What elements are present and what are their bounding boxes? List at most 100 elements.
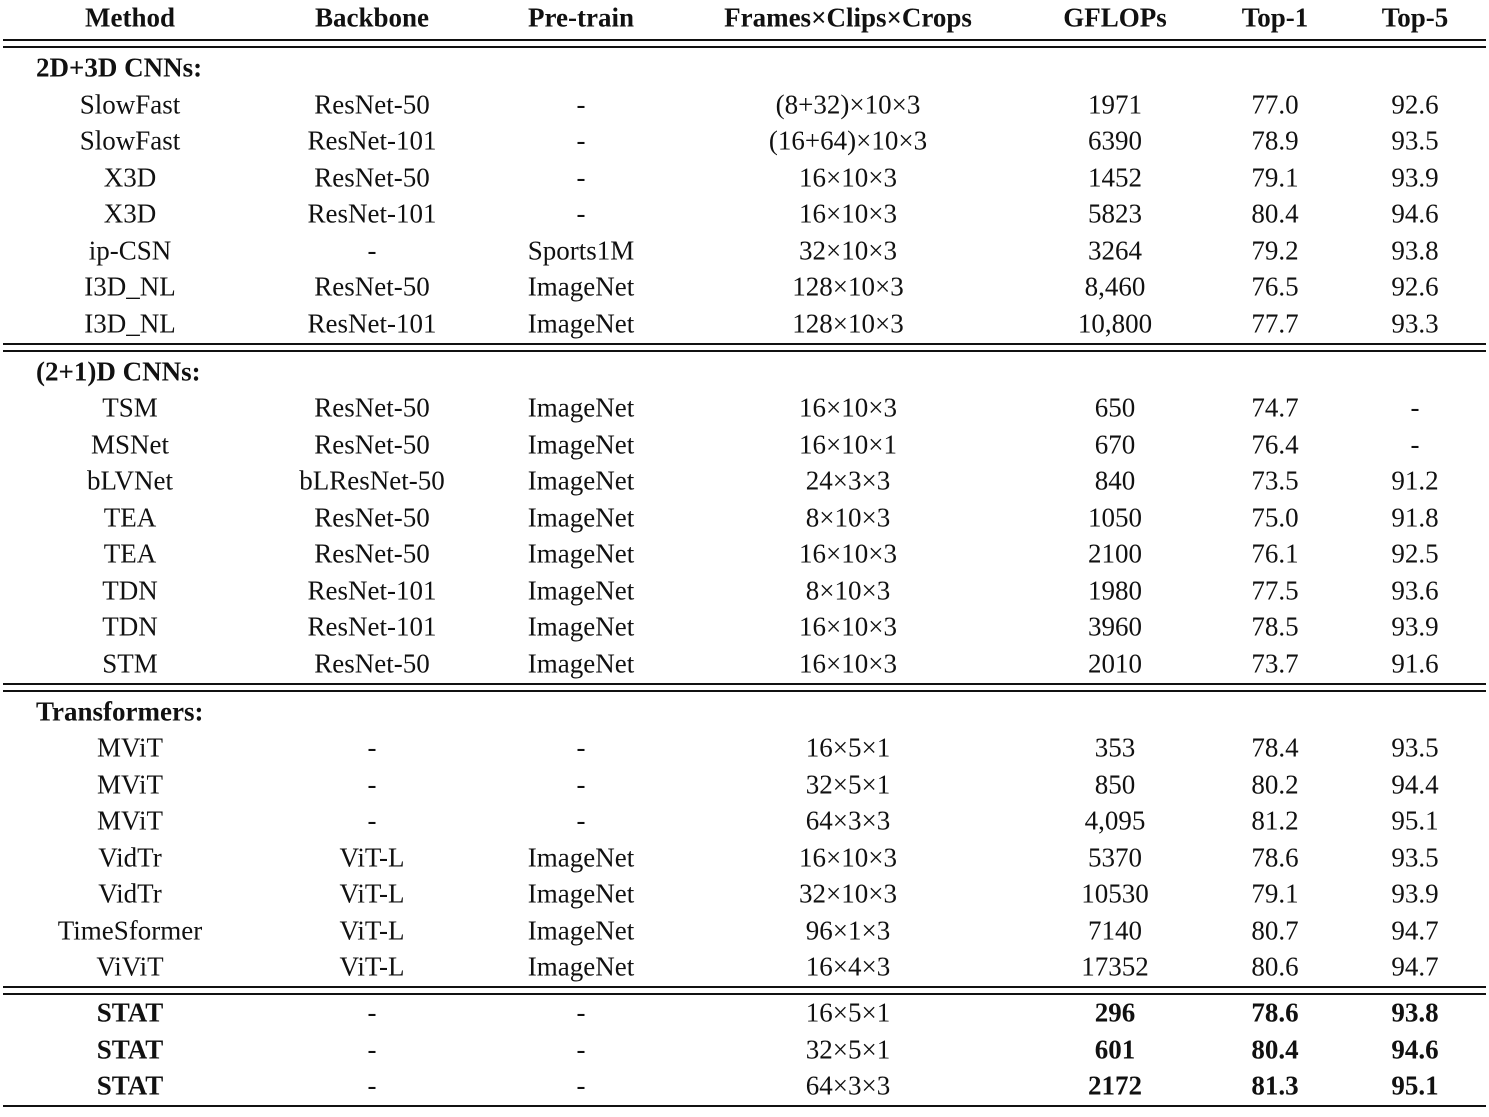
section-title: Transformers: [36, 696, 204, 726]
cell: TDN [102, 575, 158, 605]
cell: 91.8 [1391, 502, 1439, 532]
cell: 16×10×3 [799, 648, 897, 678]
cell: - [576, 162, 586, 192]
cell: - [576, 89, 586, 119]
cell: 3960 [1088, 611, 1142, 642]
cell: ImageNet [527, 842, 635, 872]
cell: 296 [1094, 997, 1136, 1028]
cell: 2172 [1088, 1070, 1142, 1101]
cell: ResNet-50 [314, 162, 430, 192]
cell: 4,095 [1084, 805, 1146, 836]
cell: - [576, 198, 586, 229]
cell: ImageNet [527, 538, 635, 569]
cell: - [576, 805, 586, 836]
cell: 128×10×3 [792, 271, 904, 302]
cell: 650 [1094, 392, 1136, 423]
cell: - [576, 125, 586, 156]
cell: 64×3×3 [805, 805, 891, 836]
cell: 16×5×1 [805, 732, 891, 763]
cell: 76.1 [1251, 538, 1299, 569]
cell: ViT-L [339, 951, 405, 982]
cell: TDN [102, 611, 158, 642]
rule [3, 349, 1486, 352]
cell: 80.4 [1251, 198, 1299, 229]
cell: - [576, 1070, 586, 1101]
cell: - [576, 769, 586, 799]
cell: 80.2 [1251, 769, 1299, 799]
cell: 2010 [1088, 648, 1142, 678]
cell: ImageNet [527, 502, 635, 532]
cell: STM [102, 648, 158, 678]
cell: 32×10×3 [799, 235, 897, 265]
cell: 8×10×3 [805, 575, 891, 605]
cell: 16×10×3 [799, 198, 897, 229]
cell: 92.5 [1391, 538, 1439, 569]
cell: 8×10×3 [805, 502, 891, 532]
cell: 840 [1094, 465, 1136, 496]
cell: 73.7 [1251, 648, 1299, 678]
cell: 353 [1094, 732, 1136, 763]
cell: 91.2 [1391, 465, 1439, 496]
cell: 1971 [1088, 89, 1142, 119]
cell: 32×10×3 [799, 878, 897, 909]
cell: ImageNet [527, 465, 635, 496]
cell: bLVNet [87, 465, 173, 496]
cell: ResNet-50 [314, 392, 430, 423]
cell: SlowFast [79, 89, 181, 119]
section-title: (2+1)D CNNs: [36, 356, 201, 386]
cell: 93.5 [1391, 842, 1439, 872]
cell: 16×10×3 [799, 162, 897, 192]
cell: 93.5 [1391, 125, 1439, 156]
rule [3, 1105, 1486, 1107]
cell: 95.1 [1391, 805, 1439, 836]
section-title: 2D+3D CNNs: [36, 52, 203, 83]
cell: TEA [103, 538, 157, 569]
cell: ResNet-50 [314, 429, 430, 459]
cell: 96×1×3 [805, 915, 891, 945]
rule [3, 39, 1486, 41]
cell: 80.4 [1251, 1034, 1299, 1064]
cell: - [367, 769, 377, 799]
cell: ImageNet [527, 611, 635, 642]
cell: STAT [96, 1034, 164, 1064]
cell: 670 [1094, 429, 1136, 459]
cell: 81.2 [1251, 805, 1299, 836]
cell: ImageNet [527, 271, 635, 302]
cell: STAT [96, 1070, 164, 1101]
cell: ViViT [96, 951, 164, 982]
cell: 78.6 [1251, 842, 1299, 872]
cell: ImageNet [527, 648, 635, 678]
cell: ResNet-50 [314, 648, 430, 678]
cell: - [576, 997, 586, 1028]
cell: ResNet-50 [314, 89, 430, 119]
cell: 94.6 [1391, 1034, 1439, 1064]
rule [3, 689, 1486, 692]
cell: STAT [96, 997, 164, 1028]
cell: MViT [97, 769, 163, 799]
cell: 16×10×3 [799, 538, 897, 569]
cell: - [367, 235, 377, 265]
cell: 75.0 [1251, 502, 1299, 532]
cell: 16×5×1 [805, 997, 891, 1028]
cell: ViT-L [339, 878, 405, 909]
rule [3, 342, 1486, 345]
cell: MViT [97, 732, 163, 763]
cell: ResNet-101 [307, 575, 437, 605]
cell: 79.1 [1251, 878, 1299, 909]
cell: 8,460 [1084, 271, 1146, 302]
cell: ViT-L [339, 915, 405, 945]
cell: 93.9 [1391, 611, 1439, 642]
cell: 3264 [1088, 235, 1142, 265]
cell: 81.3 [1251, 1070, 1299, 1101]
cell: 93.9 [1391, 878, 1439, 909]
cell: - [576, 1034, 586, 1064]
header-cell: Frames×Clips×Crops [724, 2, 972, 33]
cell: 16×10×3 [799, 611, 897, 642]
cell: 10,800 [1077, 308, 1153, 338]
cell: - [367, 1070, 377, 1101]
cell: - [367, 805, 377, 836]
rule [3, 986, 1486, 988]
cell: X3D [103, 162, 157, 192]
cell: ImageNet [527, 915, 635, 945]
cell: 17352 [1081, 951, 1149, 982]
